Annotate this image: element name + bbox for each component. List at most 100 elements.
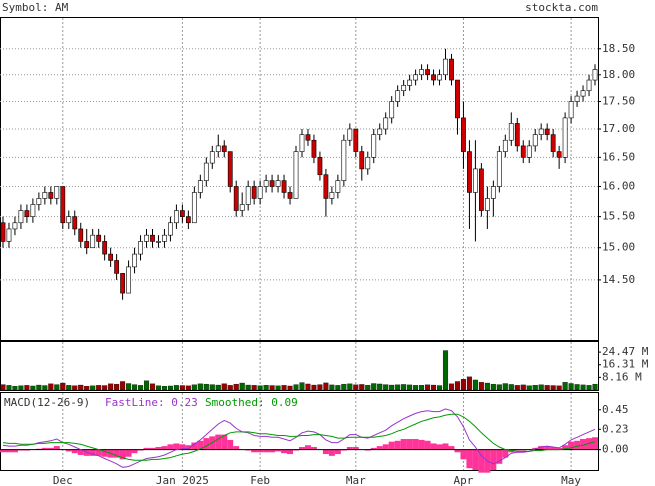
candle-body bbox=[478, 168, 484, 211]
volume-bar bbox=[514, 385, 520, 391]
candle-body bbox=[251, 186, 257, 199]
volume-bar bbox=[407, 384, 413, 391]
macd-histogram-bar bbox=[155, 446, 162, 450]
volume-bar bbox=[544, 385, 550, 391]
candle-body bbox=[257, 186, 263, 199]
y-tick-label: 16.31 M bbox=[602, 358, 649, 371]
macd-histogram-bar bbox=[460, 449, 467, 460]
candle-body bbox=[341, 139, 347, 181]
macd-histogram-bar bbox=[442, 443, 449, 450]
candle-body bbox=[508, 123, 514, 141]
volume-bar bbox=[155, 385, 162, 391]
candle-body bbox=[395, 90, 401, 102]
candle-body bbox=[239, 204, 245, 211]
volume-bar bbox=[221, 383, 227, 391]
macd-histogram-bar bbox=[334, 449, 341, 455]
macd-histogram-bar bbox=[400, 439, 407, 450]
candle-body bbox=[126, 266, 131, 294]
macd-histogram-bar bbox=[310, 446, 317, 450]
macd-histogram-bar bbox=[412, 439, 419, 450]
macd-histogram-bar bbox=[167, 444, 174, 450]
volume-bar bbox=[377, 383, 383, 391]
volume-bar bbox=[592, 383, 598, 391]
volume-bar bbox=[257, 385, 263, 391]
volume-bar bbox=[209, 384, 215, 391]
macd-histogram-bar bbox=[11, 449, 18, 453]
macd-histogram-bar bbox=[0, 449, 6, 453]
volume-bar bbox=[317, 384, 323, 391]
volume-bar bbox=[275, 385, 281, 391]
volume-bar bbox=[478, 382, 484, 391]
volume-bar bbox=[460, 379, 466, 391]
y-tick-label: 16.00 bbox=[602, 180, 635, 193]
candle-body bbox=[168, 222, 173, 236]
candle-body bbox=[449, 58, 454, 81]
candle-body bbox=[568, 101, 574, 119]
y-tick-label: 0.23 bbox=[602, 422, 629, 435]
macd-histogram-bar bbox=[388, 441, 395, 450]
volume-bar bbox=[12, 385, 18, 391]
candle-body bbox=[150, 234, 155, 242]
candle-body bbox=[580, 90, 586, 97]
macd-histogram-bar bbox=[592, 437, 598, 450]
volume-bar bbox=[580, 384, 586, 391]
candle-body bbox=[550, 134, 556, 152]
volume-bar bbox=[508, 384, 514, 391]
y-tick-label: 17.00 bbox=[602, 122, 635, 135]
volume-bar bbox=[425, 384, 431, 391]
volume-bar bbox=[132, 384, 138, 391]
volume-bar bbox=[401, 384, 407, 391]
candle-body bbox=[66, 216, 72, 224]
volume-bar bbox=[185, 385, 191, 391]
volume-bar bbox=[36, 384, 42, 391]
macd-histogram-bar bbox=[490, 449, 497, 470]
macd-histogram-bar bbox=[5, 449, 12, 453]
macd-histogram-bar bbox=[233, 446, 240, 450]
candle-body bbox=[132, 253, 137, 268]
macd-histogram-bar bbox=[430, 443, 437, 450]
candle-body bbox=[467, 151, 472, 193]
macd-histogram-bar bbox=[562, 445, 569, 450]
candle-body bbox=[24, 210, 30, 217]
y-tick-label: 16.50 bbox=[602, 150, 635, 163]
candle-body bbox=[455, 79, 460, 119]
y-tick-label: 24.47 M bbox=[602, 345, 649, 358]
candle-body bbox=[437, 74, 442, 81]
volume-bar bbox=[490, 383, 496, 391]
volume-bar bbox=[78, 384, 84, 391]
macd-histogram-bar bbox=[221, 434, 228, 450]
macd-histogram-bar bbox=[406, 439, 413, 450]
volume-bar bbox=[586, 385, 592, 391]
candle-body bbox=[502, 139, 508, 152]
volume-bar bbox=[90, 385, 96, 391]
volume-bar bbox=[323, 382, 329, 391]
volume-bar bbox=[574, 384, 580, 391]
volume-bar bbox=[466, 376, 472, 391]
macd-histogram-bar bbox=[346, 446, 353, 450]
candle-body bbox=[532, 134, 538, 147]
volume-bar bbox=[108, 383, 114, 391]
candle-body bbox=[335, 180, 341, 193]
macd-histogram-bar bbox=[65, 449, 72, 452]
macd-histogram-bar bbox=[275, 449, 282, 452]
candle-body bbox=[179, 210, 185, 217]
y-tick-label: 15.00 bbox=[602, 241, 635, 254]
panel-frame bbox=[0, 17, 599, 341]
macd-histogram-bar bbox=[41, 447, 48, 450]
macd-histogram-bar bbox=[287, 449, 294, 455]
volume-bar bbox=[389, 384, 395, 391]
candle-body bbox=[574, 95, 580, 102]
candle-body bbox=[209, 151, 215, 164]
candle-body bbox=[496, 151, 502, 187]
candle-body bbox=[36, 198, 42, 205]
macd-histogram-bar bbox=[269, 449, 276, 453]
volume-bar bbox=[263, 385, 269, 391]
candle-body bbox=[42, 192, 48, 199]
candle-body bbox=[72, 216, 78, 230]
candle-body bbox=[263, 180, 269, 187]
candle-body bbox=[90, 234, 96, 249]
volume-bar bbox=[526, 385, 532, 391]
macd-histogram-bar bbox=[352, 446, 359, 450]
candle-body bbox=[526, 145, 532, 158]
candle-body bbox=[281, 180, 287, 193]
